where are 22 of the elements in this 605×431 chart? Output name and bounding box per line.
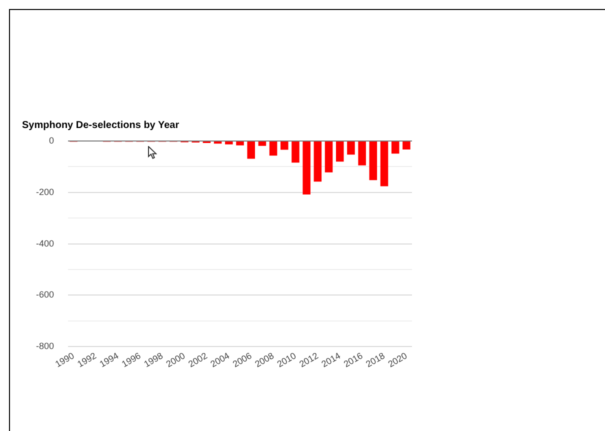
x-tick-label: 2000: [164, 350, 187, 370]
x-tick-label: 2010: [275, 350, 298, 370]
x-tick-label: 1996: [120, 350, 142, 370]
y-tick-label: -400: [36, 238, 54, 248]
x-tick-label: 2008: [253, 350, 276, 370]
x-tick-label: 2012: [298, 350, 320, 370]
x-tick-label: 1998: [142, 350, 165, 370]
y-tick-label: -800: [36, 341, 54, 352]
x-tick-label: 2014: [320, 350, 342, 370]
x-tick-label: 2006: [231, 350, 254, 370]
chart-title: Symphony De-selections by Year: [22, 120, 180, 131]
x-tick-label: 1992: [76, 350, 98, 370]
y-tick-label: -600: [36, 290, 54, 300]
x-tick-label: 2018: [364, 350, 386, 370]
x-tick-label: 2004: [208, 350, 232, 370]
x-tick-label: 2002: [186, 350, 209, 370]
x-tick-label: 2020: [386, 350, 409, 370]
y-tick-label: 0: [49, 135, 54, 146]
y-tick-label: -200: [36, 186, 54, 197]
x-tick-label: 1990: [53, 350, 76, 370]
x-tick-label: 2016: [342, 350, 364, 370]
x-tick-label: 1994: [98, 350, 120, 370]
